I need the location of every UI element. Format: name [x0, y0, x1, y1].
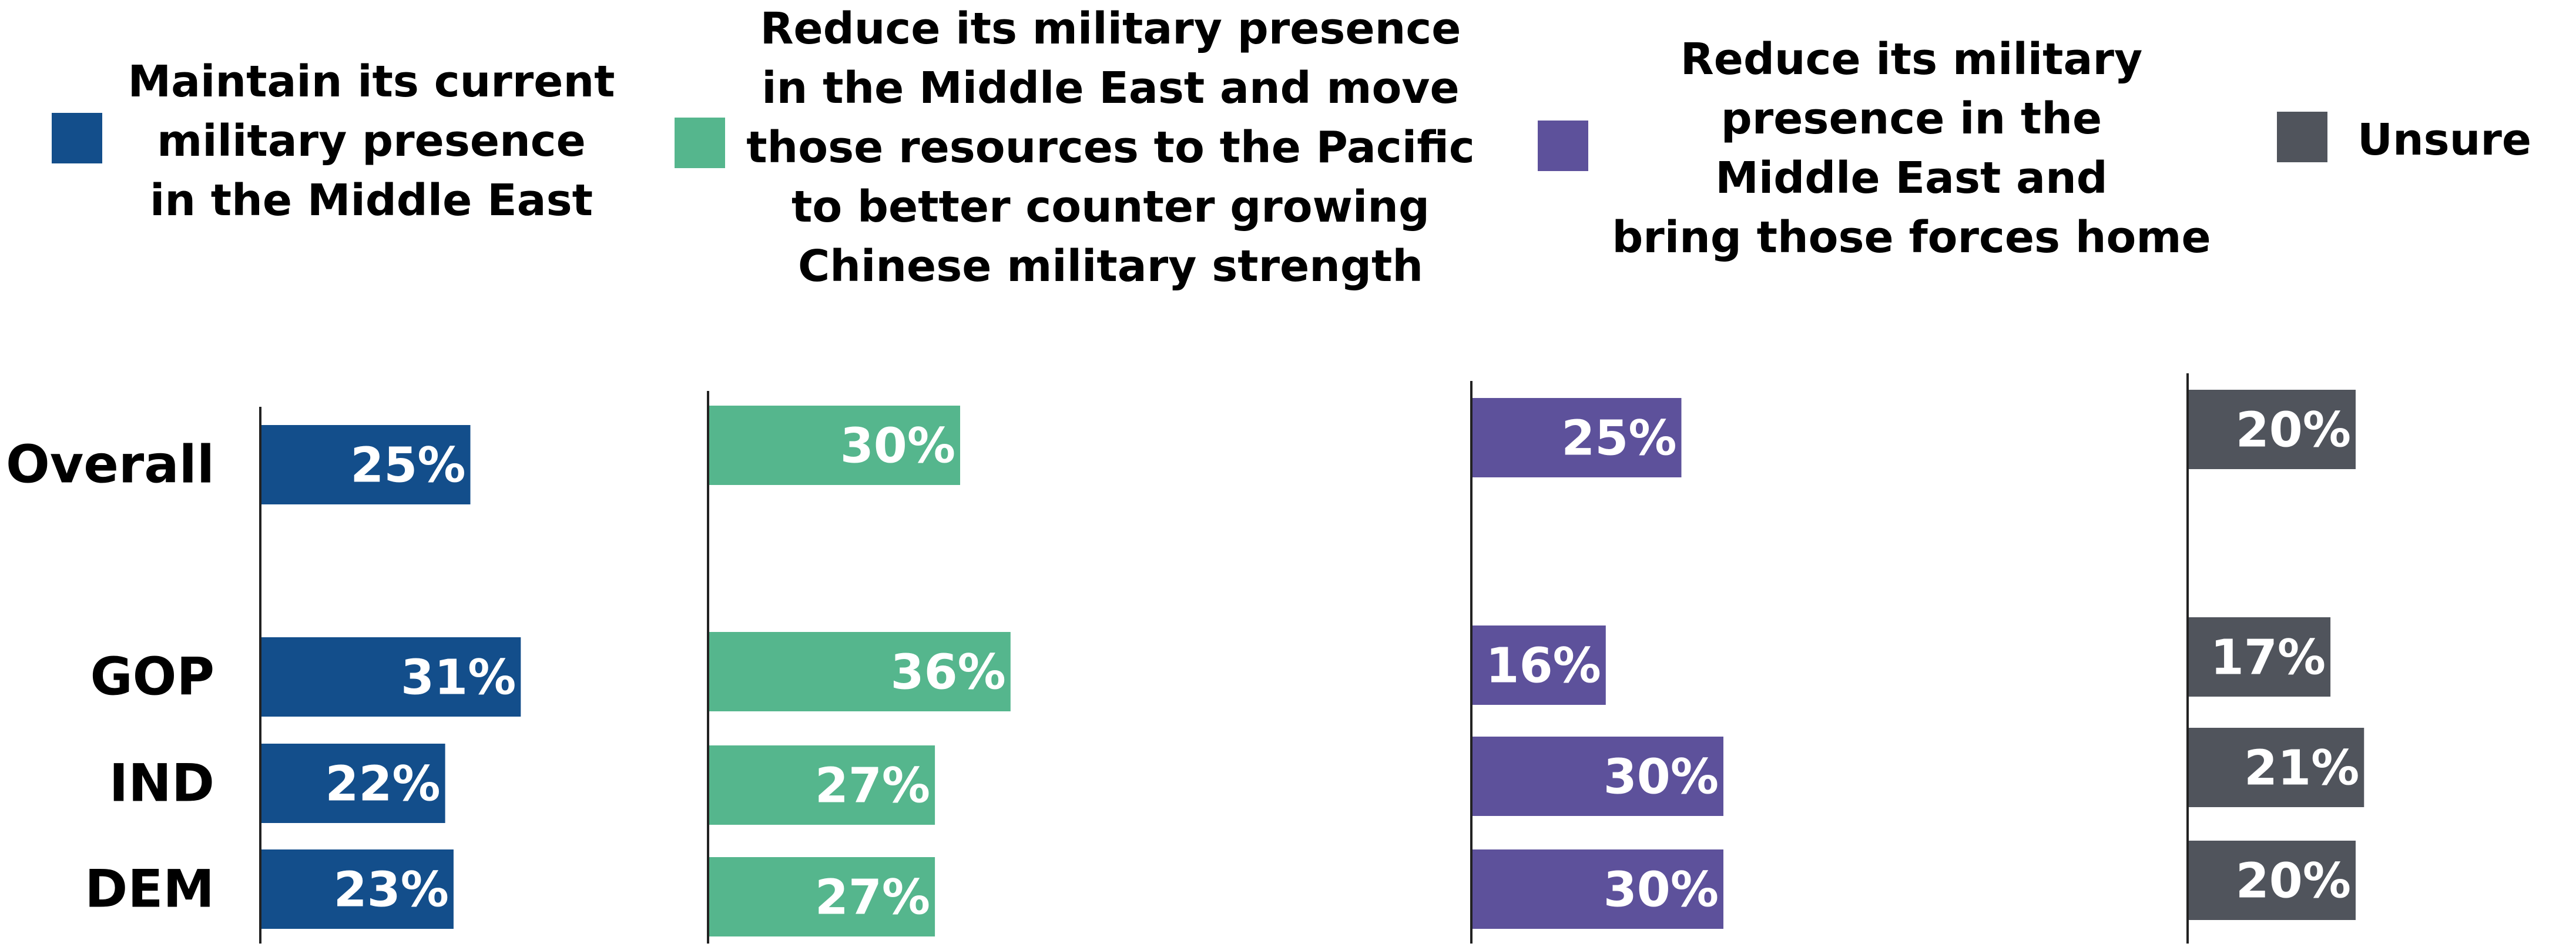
bar-4-ind — [2188, 728, 2364, 807]
legend-label-line: in the Middle East and move — [762, 63, 1459, 113]
bar-2-gop — [708, 632, 1011, 711]
bar-4-overall — [2188, 390, 2356, 469]
data-label: 30% — [840, 419, 955, 474]
legend-swatch-4 — [2277, 112, 2327, 162]
legend-label-3: Reduce its military presence in the Middle… — [1612, 34, 2211, 263]
data-label: 30% — [1604, 862, 1719, 918]
legend-label-line: those resources to the Pacific — [746, 122, 1475, 173]
data-label: 27% — [815, 758, 930, 814]
legend-swatch-1 — [52, 113, 102, 163]
legend-swatch-3 — [1538, 121, 1588, 171]
data-label: 27% — [815, 870, 930, 926]
data-label: 25% — [350, 438, 465, 494]
category-label-overall: Overall — [6, 434, 214, 495]
legend-label-1: Maintain its current military presence in … — [128, 56, 615, 226]
bar-4-dem — [2188, 841, 2356, 920]
data-label: 36% — [891, 645, 1006, 701]
legend-label-line: in the Middle East — [150, 175, 593, 226]
data-label: 23% — [334, 862, 449, 918]
legend-label-2: Reduce its military presence in the Middl… — [746, 4, 1475, 292]
data-label: 30% — [1604, 750, 1719, 805]
bar-3-overall — [1471, 398, 1682, 477]
category-label-gop: GOP — [90, 647, 214, 707]
bar-2-dem — [708, 857, 935, 936]
bar-2-overall — [708, 406, 960, 485]
bar-4-gop — [2188, 617, 2331, 697]
legend-label-line: to better counter growing — [791, 182, 1430, 232]
data-label: 25% — [1561, 411, 1676, 467]
legend-label-line: Chinese military strength — [798, 241, 1423, 292]
data-label: 16% — [1486, 638, 1601, 694]
bar-1-dem — [260, 849, 454, 929]
legend-label-4: Unsure — [2357, 115, 2531, 165]
legend-label-line: Unsure — [2357, 115, 2531, 165]
data-label: 17% — [2211, 630, 2326, 686]
data-label: 21% — [2244, 741, 2359, 797]
legend-label-line: Reduce its military presence — [760, 4, 1461, 54]
legend-label-line: Maintain its current — [128, 56, 615, 107]
legend-label-line: presence in the — [1721, 93, 2102, 144]
bar-1-gop — [260, 637, 521, 717]
bar-1-ind — [260, 744, 445, 823]
category-label-ind: IND — [109, 753, 214, 814]
category-label-dem: DEM — [85, 859, 214, 919]
data-label: 20% — [2236, 403, 2351, 459]
bar-3-ind — [1471, 737, 1723, 816]
legend-label-line: Middle East and — [1715, 153, 2108, 203]
legend-label-line: bring those forces home — [1612, 212, 2211, 263]
bar-3-gop — [1471, 625, 1606, 705]
legend-label-line: military presence — [157, 116, 586, 166]
bar-1-overall — [260, 425, 471, 504]
bar-2-ind — [708, 745, 935, 825]
data-label: 20% — [2236, 854, 2351, 909]
bar-3-dem — [1471, 849, 1723, 929]
data-label: 22% — [325, 757, 440, 812]
data-label: 31% — [401, 650, 516, 706]
legend-label-line: Reduce its military — [1681, 34, 2142, 85]
legend-swatch-2 — [675, 118, 725, 168]
